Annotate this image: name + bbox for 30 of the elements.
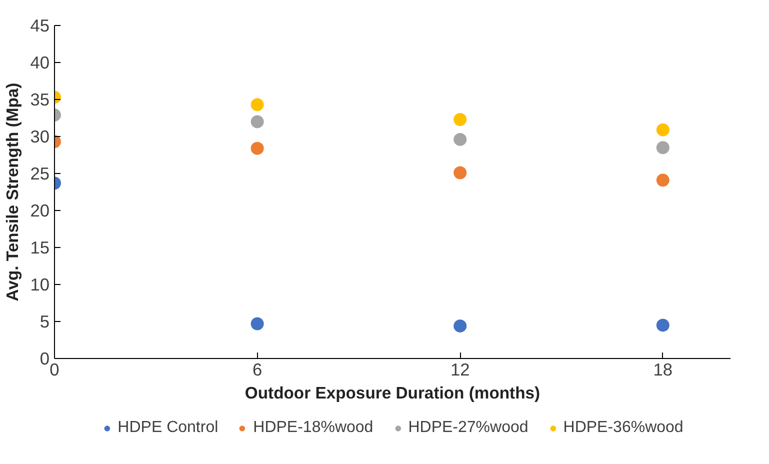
y-tick-label: 10 [30, 274, 50, 294]
x-tick-label: 12 [450, 360, 470, 380]
point [454, 132, 467, 146]
point [250, 142, 264, 155]
x-tick-label: 18 [653, 360, 673, 380]
y-tick-label: 25 [30, 164, 50, 184]
point [250, 98, 264, 112]
point [454, 112, 467, 126]
legend-label: HDPE-36%wood [563, 418, 684, 436]
legend-label: HDPE-18%wood [253, 418, 374, 436]
y-tick-label: 45 [30, 16, 50, 36]
point [454, 319, 467, 332]
legend-label: HDPE Control [118, 418, 218, 436]
legend-label: HDPE-27%wood [408, 418, 528, 436]
y-tick-label: 40 [30, 52, 50, 72]
point [250, 317, 264, 330]
y-tick-label: 20 [30, 200, 50, 220]
y-tick-label: 35 [30, 90, 50, 110]
y-tick-label: 15 [30, 238, 50, 258]
x-tick-label: 6 [252, 360, 262, 380]
point [656, 174, 670, 187]
point [656, 123, 670, 136]
y-tick-label: 30 [30, 126, 50, 146]
point [250, 115, 264, 128]
y-tick-label: 5 [40, 312, 50, 332]
x-axis-title: Outdoor Exposure Duration (months) [244, 384, 540, 402]
y-axis-title: Avg. Tensile Strength (Mpa) [3, 82, 22, 302]
point [656, 141, 670, 154]
point [454, 166, 467, 180]
point [656, 318, 670, 332]
